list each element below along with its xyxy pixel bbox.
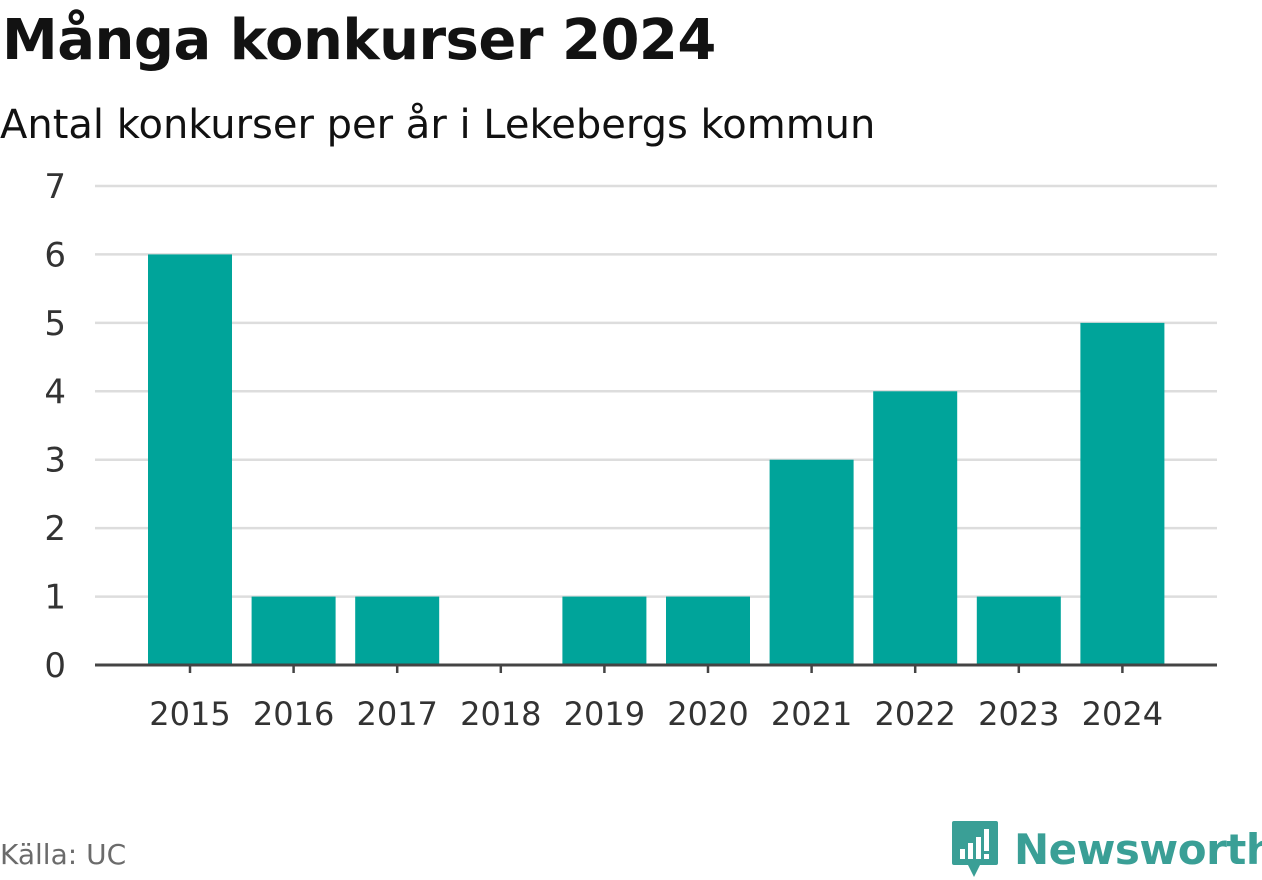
x-tick-label: 2023 bbox=[978, 695, 1059, 733]
x-tick-label: 2016 bbox=[253, 695, 334, 733]
y-tick-label: 2 bbox=[44, 509, 66, 549]
y-tick-label: 7 bbox=[44, 167, 66, 207]
y-tick-label: 5 bbox=[44, 304, 66, 344]
bar-2024 bbox=[1080, 322, 1165, 665]
brand-logo: Newsworthy bbox=[950, 818, 1262, 880]
chart-subtitle: Antal konkurser per år i Lekebergs kommu… bbox=[0, 102, 876, 148]
y-tick-label: 6 bbox=[44, 235, 66, 275]
bar-2022 bbox=[873, 391, 958, 665]
bar-2015 bbox=[148, 254, 232, 665]
x-tick-label: 2020 bbox=[667, 695, 748, 733]
x-tick-label: 2024 bbox=[1082, 695, 1163, 733]
x-tick-label: 2017 bbox=[356, 695, 437, 733]
y-tick-label: 0 bbox=[44, 646, 66, 686]
y-tick-label: 3 bbox=[44, 441, 66, 481]
y-tick-label: 4 bbox=[44, 372, 66, 412]
x-tick-label: 2018 bbox=[460, 695, 541, 733]
chart-title: Många konkurser 2024 bbox=[2, 8, 716, 73]
x-axis-ticks: 2015 2016 2017 2018 2019 2020 2021 2022 2023 2024 bbox=[149, 665, 1163, 733]
gridlines bbox=[95, 184, 1217, 598]
bar-2021 bbox=[769, 459, 854, 665]
bar-2019 bbox=[562, 596, 647, 665]
source-note: Källa: UC bbox=[0, 838, 127, 871]
y-tick-label: 1 bbox=[44, 578, 66, 618]
x-tick-label: 2019 bbox=[564, 695, 645, 733]
bars bbox=[148, 254, 1165, 665]
newsworthy-logo-icon bbox=[952, 821, 998, 877]
x-tick-label: 2022 bbox=[874, 695, 955, 733]
bar-2017 bbox=[355, 596, 440, 665]
brand-name: Newsworthy bbox=[1014, 824, 1262, 874]
bar-chart: 0 1 2 3 4 5 6 7 2015 2016 2017 2018 2019 2020 2021 202… bbox=[44, 167, 1217, 733]
bar-2020 bbox=[666, 596, 750, 665]
x-tick-label: 2021 bbox=[771, 695, 852, 733]
y-axis-ticks: 0 1 2 3 4 5 6 7 bbox=[44, 167, 66, 686]
bar-2016 bbox=[251, 596, 336, 665]
x-tick-label: 2015 bbox=[149, 695, 230, 733]
bar-2023 bbox=[976, 596, 1061, 665]
